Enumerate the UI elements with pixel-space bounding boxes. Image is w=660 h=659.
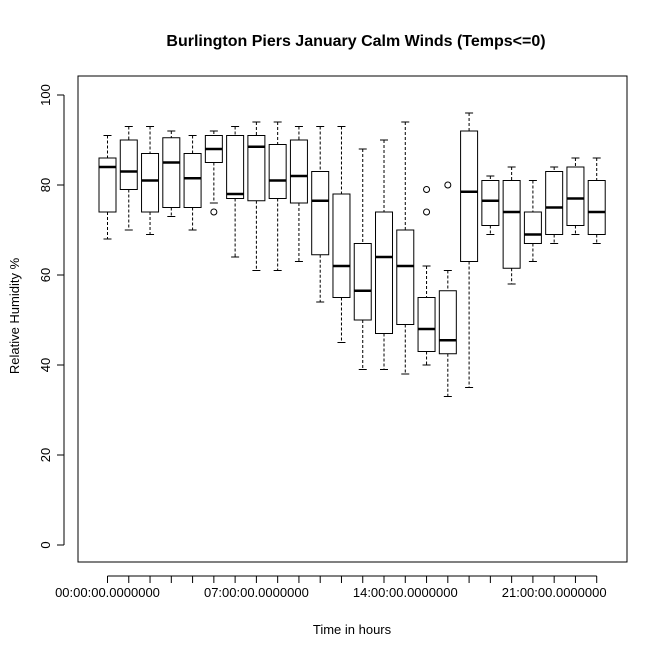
x-tick-label: 14:00:00.0000000 (353, 585, 458, 600)
box-14 (396, 121, 415, 375)
iqr-box (481, 180, 500, 226)
box-22 (566, 157, 585, 235)
box-7 (247, 121, 266, 271)
y-tick-label: 60 (38, 268, 53, 282)
iqr-box (460, 130, 479, 262)
box-4 (183, 135, 202, 231)
box-18 (481, 175, 500, 235)
box-11 (332, 126, 351, 343)
y-tick-label: 40 (38, 358, 53, 372)
box-1 (119, 126, 138, 231)
box-2 (141, 126, 160, 235)
box-20 (523, 180, 542, 262)
y-axis: 0 20 40 60 80 100 (38, 84, 65, 549)
iqr-box (438, 290, 457, 355)
iqr-box (162, 137, 181, 208)
box-6 (226, 126, 245, 258)
iqr-box (289, 139, 308, 204)
box-17 (460, 112, 479, 388)
x-tick-label: 00:00:00.0000000 (55, 585, 160, 600)
y-axis-label: Relative Humidity % (7, 257, 22, 374)
iqr-box (523, 211, 542, 244)
iqr-box (502, 180, 521, 269)
y-tick-label: 20 (38, 448, 53, 462)
iqr-box (268, 144, 287, 199)
y-tick-label: 80 (38, 178, 53, 192)
iqr-box (375, 211, 394, 334)
iqr-box (247, 135, 266, 202)
box-5 (204, 130, 223, 216)
chart-title: Burlington Piers January Calm Winds (Tem… (166, 33, 545, 50)
outlier-point (444, 181, 452, 189)
box-8 (268, 121, 287, 271)
box-3 (162, 130, 181, 217)
iqr-box (119, 139, 138, 190)
iqr-box (545, 171, 564, 235)
x-tick-label: 21:00:00.0000000 (502, 585, 607, 600)
iqr-box (226, 135, 245, 199)
outlier-point (210, 208, 218, 216)
box-21 (545, 166, 564, 244)
iqr-box (587, 180, 606, 235)
box-12 (353, 148, 372, 370)
box-15 (417, 186, 436, 366)
box-16 (438, 181, 457, 397)
iqr-box (332, 193, 351, 298)
outlier-point (423, 186, 431, 193)
box-23 (587, 157, 606, 244)
plot-area-frame (77, 75, 628, 563)
iqr-box (98, 157, 117, 213)
iqr-box (183, 153, 202, 208)
iqr-box (566, 166, 585, 226)
x-axis-label: Time in hours (313, 622, 392, 637)
iqr-box (353, 243, 372, 321)
iqr-box (311, 171, 330, 256)
x-axis: 00:00:00.0000000 07:00:00.0000000 14:00:00… (55, 575, 607, 600)
y-tick-label: 0 (38, 541, 53, 548)
outlier-point (423, 208, 431, 216)
box-13 (375, 139, 394, 370)
box-9 (289, 126, 308, 262)
x-tick-label: 07:00:00.0000000 (204, 585, 309, 600)
iqr-box (141, 153, 160, 213)
box-0 (98, 135, 117, 240)
iqr-box (396, 229, 415, 325)
y-tick-label: 100 (38, 84, 53, 106)
box-10 (311, 126, 330, 303)
box-19 (502, 166, 521, 285)
boxplot-series (98, 112, 606, 397)
iqr-box (417, 297, 436, 352)
